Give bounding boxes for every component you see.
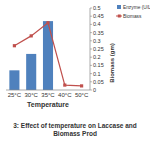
tick-label: 0.25 xyxy=(93,46,104,52)
tick-label: 0.1 xyxy=(93,71,101,77)
category-label: 40°C xyxy=(58,92,72,98)
legend-swatch xyxy=(117,5,121,9)
tick-label: 0.15 xyxy=(93,62,104,68)
marker xyxy=(80,84,83,87)
category-label: 25°C xyxy=(8,92,22,98)
tick xyxy=(90,49,92,50)
marker xyxy=(63,83,66,86)
tick-label: 0.2 xyxy=(93,54,101,60)
legend-swatch xyxy=(118,15,121,18)
bar xyxy=(43,21,53,90)
legend-label: Enzyme (U/L) xyxy=(123,5,150,10)
tick xyxy=(90,16,92,17)
line xyxy=(14,23,81,86)
category-label: 50°C xyxy=(75,92,89,98)
tick-label: 0 xyxy=(93,87,96,93)
tick-label: 0.45 xyxy=(93,13,104,19)
x-axis xyxy=(6,90,90,91)
x-axis-label: Temperature xyxy=(27,101,69,109)
marker xyxy=(46,21,49,24)
tick-label: 0.4 xyxy=(93,21,101,27)
category-label: 35°C xyxy=(41,92,55,98)
tick xyxy=(90,90,92,91)
marks xyxy=(9,21,83,90)
marker xyxy=(30,34,33,37)
chart: 0 0.05 0.1 0.15 0.2 0.25 0.3 0.35 0.4 0.45 0.5 25°C… xyxy=(0,0,150,122)
bar xyxy=(9,70,19,90)
legend-swatch xyxy=(116,16,122,17)
legend-label: Biomass xyxy=(123,14,142,19)
category-label: 30°C xyxy=(24,92,38,98)
tick xyxy=(90,24,92,25)
tick-label: 0.35 xyxy=(93,30,104,36)
tick xyxy=(90,57,92,58)
tick xyxy=(90,8,92,9)
caption: 3: Effect of temperature on Laccase and … xyxy=(2,122,148,138)
tick xyxy=(90,65,92,66)
tick xyxy=(90,81,92,82)
tick xyxy=(90,73,92,74)
tick-label: 0.3 xyxy=(93,38,101,44)
tick xyxy=(90,32,92,33)
tick xyxy=(90,40,92,41)
bar xyxy=(26,54,36,90)
marker xyxy=(13,44,16,47)
tick-label: 0.05 xyxy=(93,79,104,85)
y-axis-label: Biomass (gm) xyxy=(109,43,115,83)
tick-label: 0.5 xyxy=(93,5,101,11)
